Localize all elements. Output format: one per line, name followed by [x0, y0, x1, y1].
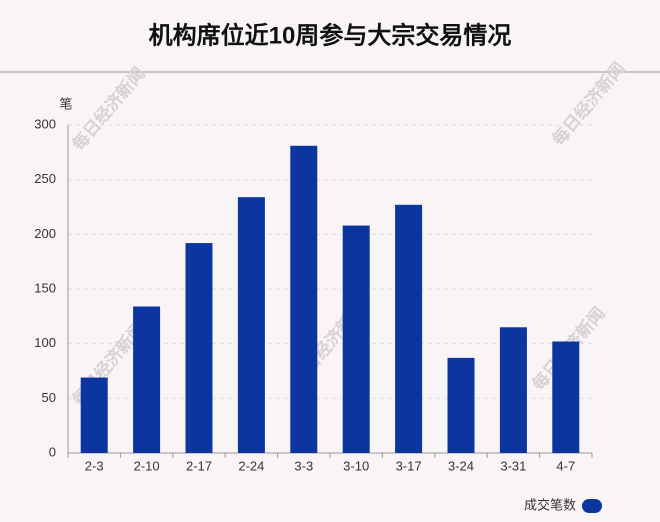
bar — [342, 225, 370, 453]
bar — [447, 357, 475, 453]
y-tick-label: 100 — [34, 335, 56, 350]
x-tick-label: 3-31 — [500, 458, 526, 473]
x-tick-label: 4-7 — [556, 458, 575, 473]
x-tick-label: 3-17 — [396, 458, 422, 473]
x-tick-label: 2-3 — [85, 458, 104, 473]
bar — [552, 341, 580, 453]
x-tick-label: 3-10 — [343, 458, 369, 473]
bar — [499, 327, 527, 453]
bar — [290, 145, 318, 454]
x-tick-label: 2-10 — [134, 458, 160, 473]
x-tick-label: 2-24 — [238, 458, 264, 473]
y-tick-label: 300 — [34, 116, 56, 131]
bar — [395, 204, 423, 453]
x-tick-label: 2-17 — [186, 458, 212, 473]
y-axis-label: 笔 — [59, 96, 72, 111]
x-tick-label: 3-3 — [294, 458, 313, 473]
bar — [80, 377, 108, 453]
bar — [133, 306, 161, 453]
legend-label: 成交笔数 — [524, 497, 576, 512]
y-tick-label: 50 — [42, 390, 56, 405]
bar — [185, 243, 213, 453]
bar — [237, 197, 265, 453]
y-tick-label: 250 — [34, 171, 56, 186]
chart-title: 机构席位近10周参与大宗交易情况 — [149, 21, 512, 49]
y-tick-label: 150 — [34, 280, 56, 295]
y-tick-label: 200 — [34, 226, 56, 241]
y-tick-label: 0 — [49, 444, 56, 459]
x-tick-label: 3-24 — [448, 458, 474, 473]
legend-swatch — [582, 499, 602, 513]
